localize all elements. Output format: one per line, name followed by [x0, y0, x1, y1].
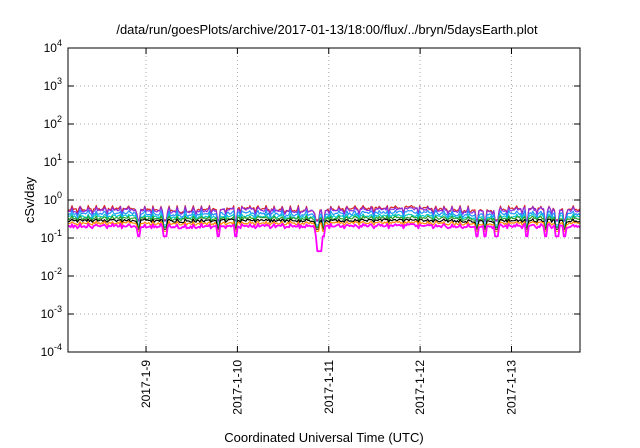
- x-tick-label: 2017-1-13: [504, 360, 518, 415]
- y-tick-label: 10-1: [41, 228, 62, 245]
- tick-marks: [68, 47, 580, 353]
- x-tick-labels: 2017-1-9 2017-1-10 2017-1-11 2017-1-12 2017-…: [139, 360, 518, 415]
- y-tick-label: 100: [44, 190, 62, 207]
- y-axis-label: cSv/day: [22, 176, 37, 223]
- y-tick-label: 10-4: [41, 342, 62, 359]
- y-tick-label: 104: [44, 38, 62, 55]
- y-tick-label: 10-2: [41, 266, 62, 283]
- y-tick-label: 103: [44, 76, 62, 93]
- x-tick-label: 2017-1-11: [322, 360, 336, 414]
- x-axis-label: Coordinated Universal Time (UTC): [224, 430, 423, 445]
- x-tick-label: 2017-1-9: [139, 360, 153, 408]
- series-line: [67, 222, 581, 253]
- chart-title: /data/run/goesPlots/archive/2017-01-13/1…: [116, 22, 538, 37]
- y-tick-label: 10-3: [41, 304, 62, 321]
- y-tick-label: 101: [44, 152, 62, 169]
- series-lines: [67, 204, 581, 253]
- x-tick-label: 2017-1-10: [230, 360, 244, 415]
- x-tick-label: 2017-1-12: [413, 360, 427, 415]
- y-tick-label: 102: [44, 114, 62, 131]
- grid-lines: [68, 48, 580, 352]
- y-tick-labels: 10-4 10-3 10-2 10-1 100 101 102 103 104: [41, 38, 62, 359]
